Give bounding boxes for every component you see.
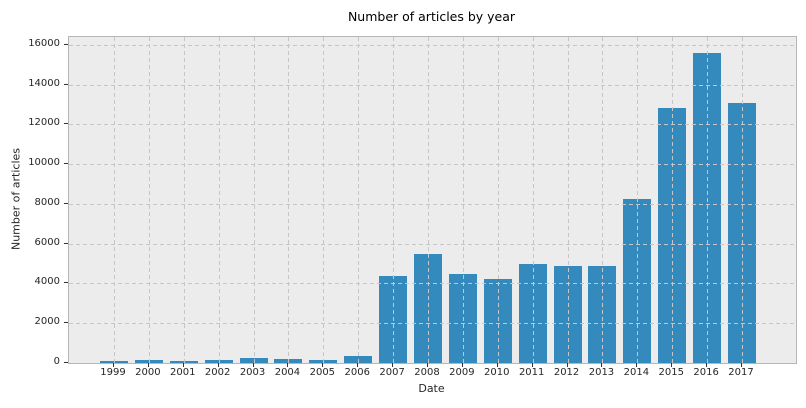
x-tick-mark	[182, 363, 184, 367]
horizontal-gridline	[69, 84, 796, 86]
x-tick-label: 2010	[484, 367, 510, 378]
x-tick-mark	[496, 363, 498, 367]
x-tick-label: 2001	[170, 367, 196, 378]
x-tick-mark	[287, 363, 289, 367]
vertical-gridline	[637, 37, 639, 363]
vertical-gridline	[323, 37, 325, 363]
y-tick-mark	[64, 282, 68, 284]
vertical-gridline	[428, 37, 429, 363]
vertical-gridline	[707, 37, 709, 363]
x-tick-label: 2017	[728, 367, 754, 378]
x-tick-mark	[566, 363, 568, 367]
horizontal-gridline	[69, 44, 796, 46]
x-tick-mark	[113, 363, 114, 367]
y-tick-label: 12000	[28, 117, 60, 129]
plot-area	[68, 36, 797, 364]
vertical-gridline	[114, 37, 115, 363]
x-tick-label: 2013	[588, 367, 615, 378]
vertical-gridline	[148, 37, 150, 363]
x-tick-label: 2009	[449, 367, 475, 378]
y-tick-mark	[64, 242, 68, 244]
x-tick-label: 2008	[414, 367, 440, 378]
vertical-gridline	[602, 37, 604, 363]
horizontal-gridline	[69, 164, 796, 166]
y-tick-mark	[64, 43, 68, 45]
x-tick-label: 2002	[204, 367, 231, 378]
x-tick-mark	[741, 363, 743, 367]
y-tick-label: 0	[53, 356, 60, 367]
x-tick-label: 2014	[623, 367, 650, 378]
x-tick-label: 1999	[100, 367, 126, 378]
vertical-gridline	[218, 37, 220, 363]
x-tick-mark	[147, 363, 149, 367]
x-tick-mark	[252, 363, 254, 367]
x-tick-mark	[706, 363, 708, 367]
y-tick-mark	[64, 163, 68, 165]
y-tick-mark	[64, 83, 68, 85]
y-tick-label: 8000	[34, 196, 60, 208]
horizontal-gridline	[69, 203, 796, 205]
x-tick-mark	[636, 363, 638, 367]
y-tick-label: 6000	[34, 236, 60, 248]
x-axis-label: Date	[418, 382, 445, 395]
x-tick-mark	[357, 363, 359, 367]
y-tick-label: 4000	[34, 276, 60, 288]
vertical-gridline	[567, 37, 569, 363]
x-tick-label: 2012	[553, 367, 580, 378]
x-tick-mark	[461, 363, 463, 367]
x-tick-label: 2016	[693, 367, 719, 378]
vertical-gridline	[183, 37, 185, 363]
x-tick-label: 2003	[239, 367, 266, 378]
y-tick-label: 16000	[28, 37, 60, 49]
vertical-gridline	[532, 37, 534, 363]
vertical-gridline	[358, 37, 360, 363]
x-tick-mark	[671, 363, 673, 367]
x-tick-label: 2005	[309, 367, 336, 378]
x-tick-mark	[217, 363, 219, 367]
vertical-gridline	[742, 37, 744, 363]
x-tick-label: 2015	[658, 367, 684, 378]
x-tick-label: 2011	[518, 367, 545, 378]
y-tick-label: 2000	[34, 316, 60, 328]
horizontal-gridline	[69, 283, 796, 285]
x-tick-label: 2000	[135, 367, 161, 378]
x-tick-label: 2006	[344, 367, 370, 378]
x-tick-mark	[531, 363, 533, 367]
horizontal-gridline	[69, 243, 796, 245]
vertical-gridline	[672, 37, 674, 363]
y-tick-mark	[64, 123, 68, 125]
horizontal-gridline	[69, 323, 796, 325]
vertical-gridline	[462, 37, 464, 363]
x-tick-label: 2004	[274, 367, 301, 378]
vertical-gridline	[393, 37, 395, 363]
vertical-gridline	[288, 37, 290, 363]
vertical-gridline	[253, 37, 255, 363]
y-tick-label: 14000	[28, 77, 60, 89]
chart-title: Number of articles by year	[347, 9, 516, 24]
y-tick-mark	[64, 362, 68, 363]
y-tick-mark	[64, 322, 68, 324]
y-tick-label: 10000	[28, 157, 60, 169]
horizontal-gridline	[69, 124, 796, 126]
vertical-gridline	[497, 37, 499, 363]
x-tick-mark	[427, 363, 428, 367]
x-tick-mark	[392, 363, 394, 367]
y-tick-mark	[64, 202, 68, 204]
x-tick-mark	[601, 363, 603, 367]
x-tick-label: 2007	[379, 367, 405, 378]
x-tick-mark	[322, 363, 324, 367]
